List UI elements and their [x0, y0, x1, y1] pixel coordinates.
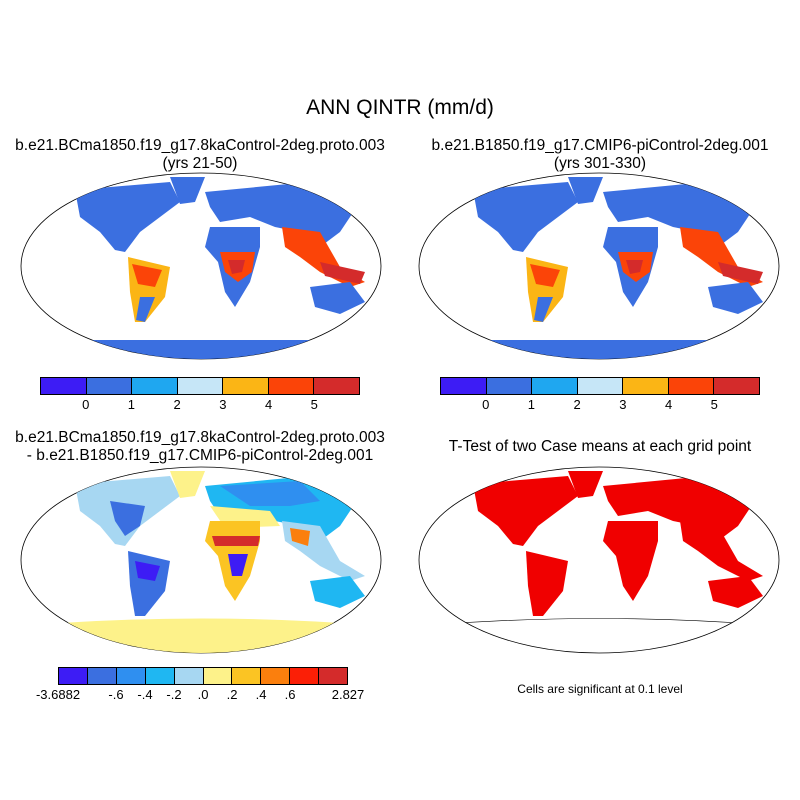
north-america-region [75, 182, 180, 252]
colorbar-swatch [532, 378, 578, 394]
colorbar-tick-label: 4 [664, 397, 673, 412]
colorbar-tick-label: .6 [284, 687, 296, 702]
greenland-region [568, 177, 603, 204]
australia-region [708, 282, 763, 314]
colorbar-tick-label: .0 [197, 687, 209, 702]
diff-colorbar [58, 667, 348, 685]
case1-map [20, 172, 382, 360]
colorbar-swatch [223, 378, 269, 394]
colorbar-tick-label: -.6 [108, 687, 124, 702]
colorbar-swatch [319, 668, 348, 684]
antarctica-region [21, 340, 381, 359]
case2-colorbar [440, 377, 760, 395]
diff-map [20, 466, 382, 654]
colorbar-tick-label: .2 [226, 687, 238, 702]
colorbar-swatch [174, 668, 204, 684]
colorbar-swatch [668, 378, 715, 394]
colorbar-swatch [203, 668, 233, 684]
case2-title-line2: (yrs 301-330) [553, 155, 647, 172]
diff-title-line2: - b.e21.B1850.f19_g17.CMIP6-piControl-2d… [26, 447, 374, 464]
colorbar-swatch [486, 378, 533, 394]
greenland-region [170, 177, 205, 204]
colorbar-tick-label: -.2 [166, 687, 182, 702]
case2-title-line1: b.e21.B1850.f19_g17.CMIP6-piControl-2deg… [431, 137, 769, 154]
colorbar-tick-label: 1 [527, 397, 536, 412]
case1-colorbar [40, 377, 360, 395]
colorbar-tick-label: 5 [310, 397, 318, 412]
colorbar-tick-label: 4 [264, 397, 273, 412]
colorbar-tick-label: .4 [255, 687, 267, 702]
colorbar-swatch [177, 378, 224, 394]
colorbar-swatch [145, 668, 175, 684]
colorbar-swatch [714, 378, 760, 394]
colorbar-swatch [116, 668, 146, 684]
colorbar-swatch [261, 668, 291, 684]
north-america-region [473, 182, 578, 252]
main-title: ANN QINTR (mm/d) [306, 96, 494, 119]
colorbar-tick-label: 3 [219, 397, 227, 412]
colorbar-tick-label: 3 [619, 397, 627, 412]
antarctica-region [419, 340, 779, 359]
case1-title-line1: b.e21.BCma1850.f19_g17.8kaControl-2deg.p… [15, 137, 385, 154]
colorbar-swatch [86, 378, 133, 394]
ttest-title: T-Test of two Case means at each grid po… [448, 438, 752, 455]
colorbar-tick-label: -3.6882 [35, 687, 81, 702]
colorbar-swatch [59, 668, 88, 684]
colorbar-swatch [132, 378, 178, 394]
colorbar-swatch [314, 378, 360, 394]
case1-title-line2: (yrs 21-50) [162, 155, 238, 172]
colorbar-tick-label: 0 [482, 397, 490, 412]
diff-title-line1: b.e21.BCma1850.f19_g17.8kaControl-2deg.p… [15, 429, 385, 446]
colorbar-tick-label: -.4 [137, 687, 153, 702]
colorbar-swatch [41, 378, 87, 394]
colorbar-tick-label: 5 [710, 397, 718, 412]
colorbar-swatch [232, 668, 262, 684]
ttest-map [418, 466, 780, 654]
colorbar-tick-label: 2 [173, 397, 181, 412]
colorbar-swatch [577, 378, 624, 394]
significance-note: Cells are significant at 0.1 level [517, 682, 683, 696]
colorbar-swatch [290, 668, 320, 684]
colorbar-tick-label: 0 [82, 397, 90, 412]
colorbar-tick-label: 2.827 [331, 687, 365, 702]
colorbar-swatch [268, 378, 315, 394]
colorbar-tick-label: 1 [127, 397, 136, 412]
colorbar-swatch [441, 378, 487, 394]
colorbar-swatch [623, 378, 669, 394]
australia-region [310, 282, 365, 314]
colorbar-tick-label: 2 [573, 397, 581, 412]
case2-map [418, 172, 780, 360]
colorbar-swatch [87, 668, 117, 684]
